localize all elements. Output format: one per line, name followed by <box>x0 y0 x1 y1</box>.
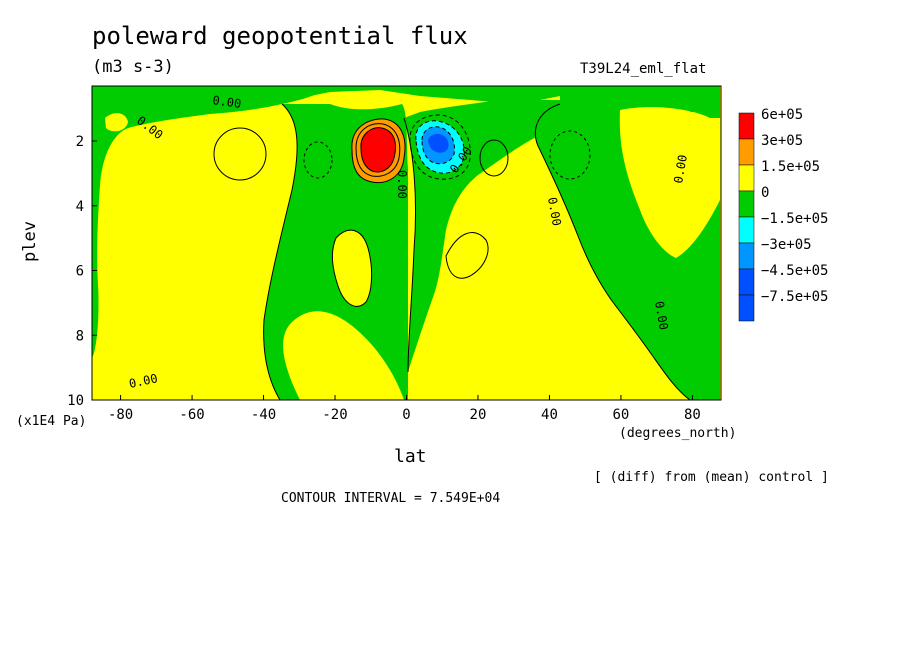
x-tick-label: 20 <box>470 407 487 423</box>
legend-swatch <box>738 112 755 140</box>
negative-blob-top-right <box>690 98 720 112</box>
x-axis-units: (degrees_north) <box>619 426 737 441</box>
negative-region-upper-left <box>92 86 720 112</box>
min-contours <box>409 114 471 180</box>
contour-ellipse-east <box>549 130 591 180</box>
legend-label: −4.5e+05 <box>761 263 828 279</box>
x-tick-label: -40 <box>251 407 276 423</box>
x-tick-label: 40 <box>541 407 558 423</box>
legend-label: 0 <box>761 185 769 201</box>
x-tick-label: 80 <box>684 407 701 423</box>
legend-label: 1.5e+05 <box>761 159 820 175</box>
x-tick-label: 60 <box>613 407 630 423</box>
x-tick-label: -60 <box>179 407 204 423</box>
x-tick-label: 0 <box>402 407 410 423</box>
contour-label: 0.00 <box>652 300 671 331</box>
x-axis-label: lat <box>394 446 427 467</box>
legend-label: 3e+05 <box>761 133 803 149</box>
red-region <box>360 127 396 172</box>
positive-island-top-left <box>105 113 128 132</box>
positive-island-southern <box>332 230 372 307</box>
run-label: T39L24_eml_flat <box>580 61 707 77</box>
x-tick-label: -20 <box>322 407 347 423</box>
contour-label: 0.00 <box>395 170 409 199</box>
x-tick-label: -80 <box>108 407 133 423</box>
contour-label: 0.00 <box>212 93 243 111</box>
contour-ellipse-mid-w <box>303 141 333 179</box>
legend-swatch <box>738 190 755 218</box>
plot-title: poleward geopotential flux <box>92 22 468 50</box>
contour-ellipse-mid-e <box>479 139 509 177</box>
legend-label: −1.5e+05 <box>761 211 828 227</box>
diff-note: [ (diff) from (mean) control ] <box>594 470 829 485</box>
contour-ellipse-west <box>213 127 267 181</box>
contour-field <box>92 86 721 400</box>
axes: -80 -60 -40 -20 0 20 40 60 80 2 4 6 8 10 <box>67 134 701 423</box>
zero-contour-islands <box>331 229 489 307</box>
positive-island-east <box>619 107 720 258</box>
y-tick-label: 2 <box>76 134 84 150</box>
y-axis-units: (x1E4 Pa) <box>16 414 87 429</box>
blue-region <box>428 133 449 153</box>
legend-swatch <box>738 294 755 322</box>
units-label: (m3 s-3) <box>92 57 174 77</box>
legend-swatch <box>738 164 755 192</box>
y-tick-label: 6 <box>76 264 84 280</box>
legend-label: −7.5e+05 <box>761 289 828 305</box>
contour-label: 0.00 <box>128 371 159 391</box>
contour-interval: CONTOUR INTERVAL = 7.549E+04 <box>281 491 501 506</box>
contour-label: 0.00 <box>545 196 564 227</box>
max-contours <box>351 118 406 184</box>
contour-label: 0.00 <box>671 154 690 185</box>
legend-swatch <box>738 268 755 296</box>
positive-island-northern <box>446 232 489 279</box>
legend-swatch <box>738 242 755 270</box>
zero-contour-west <box>92 86 417 400</box>
legend: 6e+05 3e+05 1.5e+05 0 −1.5e+05 −3e+05 −4.5e+05… <box>738 107 828 322</box>
legend-label: 6e+05 <box>761 107 803 123</box>
negative-region-mid <box>404 100 620 372</box>
legend-swatch <box>738 138 755 166</box>
legend-label: −3e+05 <box>761 237 812 253</box>
y-tick-label: 8 <box>76 328 84 344</box>
zero-contour-east <box>534 103 691 400</box>
y-tick-label: 10 <box>67 393 84 409</box>
legend-swatch <box>738 216 755 244</box>
y-tick-label: 4 <box>76 199 84 215</box>
